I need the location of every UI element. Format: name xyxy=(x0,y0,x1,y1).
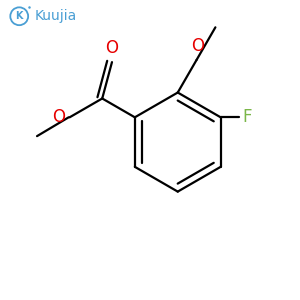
Text: O: O xyxy=(191,37,204,55)
Text: K: K xyxy=(16,11,23,21)
Text: Kuujia: Kuujia xyxy=(35,9,77,23)
Text: O: O xyxy=(52,108,65,126)
Text: F: F xyxy=(242,108,252,126)
Text: O: O xyxy=(106,39,118,57)
